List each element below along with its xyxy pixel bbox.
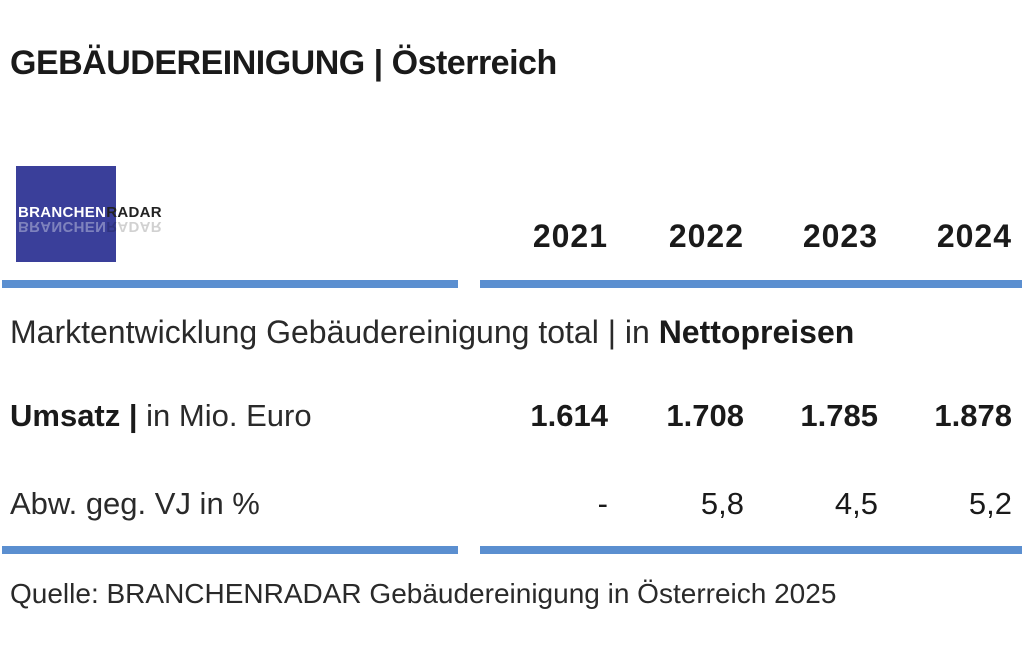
column-header-2022: 2022	[668, 218, 744, 254]
logo-part2: RADAR	[106, 204, 162, 221]
footer-rule-right	[480, 546, 1022, 554]
row-label-umsatz: Umsatz | in Mio. Euro	[10, 398, 312, 434]
row-label-abweichung-rest: Abw. geg. VJ in %	[10, 486, 260, 521]
header-rule-left	[2, 280, 458, 288]
logo-text: BRANCHENRADAR	[18, 204, 162, 221]
branchenradar-logo	[16, 166, 116, 262]
section-label-emphasis: Nettopreisen	[658, 314, 855, 350]
title-separator: |	[373, 44, 384, 82]
table-cell-umsatz-2023: 1.785	[800, 398, 878, 433]
table-cell-abweichung-2024: 5,2	[968, 486, 1012, 521]
section-label-text: Marktentwicklung Gebäudereinigung total …	[10, 314, 650, 350]
table-cell-abweichung-2022: 5,8	[700, 486, 744, 521]
footer-rule-left	[2, 546, 458, 554]
table-cell-umsatz-2021: 1.614	[530, 398, 608, 433]
title-main: GEBÄUDEREINIGUNG	[10, 44, 365, 82]
logo-reflection-part1: BRANCHEN	[18, 218, 107, 235]
column-header-2021: 2021	[532, 218, 608, 254]
section-label: Marktentwicklung Gebäudereinigung total …	[10, 314, 854, 351]
row-label-abweichung: Abw. geg. VJ in %	[10, 486, 260, 522]
title-country: Österreich	[391, 44, 558, 82]
column-header-2024: 2024	[936, 218, 1012, 254]
table-cell-abweichung-2021: -	[597, 486, 608, 521]
logo-reflection: BRANCHENRADAR	[18, 218, 162, 235]
header-rule-right	[480, 280, 1022, 288]
table-cell-abweichung-2023: 4,5	[834, 486, 878, 521]
column-header-2023: 2023	[802, 218, 878, 254]
table-cell-umsatz-2022: 1.708	[666, 398, 744, 433]
logo-part1: BRANCHEN	[18, 204, 107, 221]
table-cell-umsatz-2024: 1.878	[934, 398, 1012, 433]
row-label-umsatz-rest: in Mio. Euro	[146, 398, 312, 433]
logo-reflection-part2: RADAR	[106, 218, 162, 235]
page-title: GEBÄUDEREINIGUNG | Österreich	[10, 44, 557, 83]
source-note: Quelle: BRANCHENRADAR Gebäudereinigung i…	[10, 578, 837, 609]
row-label-umsatz-bold: Umsatz |	[10, 398, 138, 433]
